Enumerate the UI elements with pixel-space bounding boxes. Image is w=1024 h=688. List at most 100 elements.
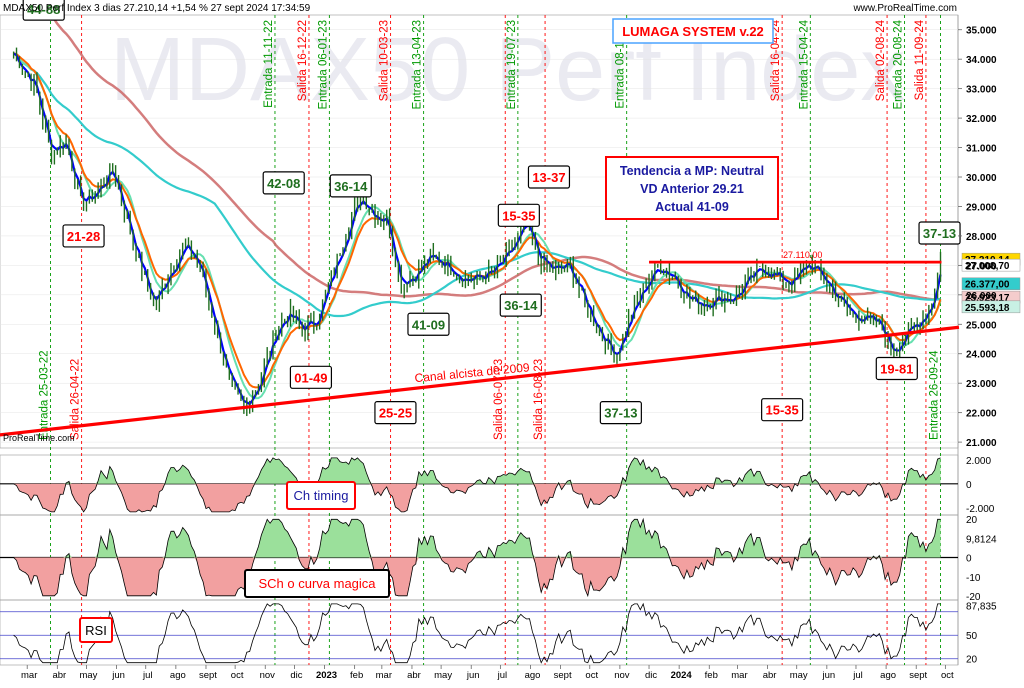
x-tick-label: sept (199, 670, 217, 681)
x-tick-label: mar (731, 670, 747, 681)
x-tick-label: jun (821, 670, 835, 681)
signal-score-label: 15-35 (766, 403, 799, 418)
y-tick-label: 23.000 (966, 379, 997, 390)
x-tick-label: jul (497, 670, 508, 681)
signal-label: Salida 16-12-22 (297, 20, 309, 101)
sch-label-box: SCh o curva magica (244, 569, 390, 598)
signal-score-box (62, 224, 105, 248)
info-line-3: Actual 41-09 (655, 200, 729, 214)
y-tick-label: 26.000 (966, 291, 997, 302)
signal-label: Salida 02-08-24 (875, 19, 887, 101)
prorealtime-logo: ProRealTime.com (3, 433, 75, 443)
sch-negative-area (13, 557, 941, 596)
signal-score-label: 01-49 (294, 370, 327, 385)
signal-score-box (497, 203, 540, 227)
sch-y-label: 9,8124 (966, 535, 997, 546)
info-line-1: Tendencia a MP: Neutral (620, 164, 764, 178)
ch-timing-positive-area (13, 457, 941, 484)
x-tick-label: ago (170, 670, 186, 681)
x-tick-label: abr (763, 670, 777, 681)
x-tick-label: may (434, 670, 452, 681)
signal-label: Entrada 06-01-23 (317, 20, 329, 110)
x-tick-label: ago (880, 670, 896, 681)
signal-score-box (761, 398, 804, 422)
resistance-label: 27.110,00 (783, 250, 822, 260)
signal-score-box (407, 312, 450, 336)
y-tick-label: 22.000 (966, 409, 997, 420)
rsi-label: RSI (85, 623, 107, 638)
sch-y-label: 0 (966, 554, 972, 565)
x-tick-label: ago (525, 670, 541, 681)
signal-score-label: 36-14 (504, 298, 538, 313)
sch-y-label: 20 (966, 515, 978, 526)
price-label: 27.008,70 (965, 261, 1010, 272)
signal-label: Entrada 26-09-24 (929, 350, 941, 440)
signal-label: Entrada 15-04-24 (798, 19, 810, 109)
signal-score-label: 37-13 (923, 226, 956, 241)
signal-label: Salida 11-09-24 (914, 19, 926, 100)
system-label: LUMAGA SYSTEM v.22 (622, 24, 764, 39)
y-tick-label: 33.000 (966, 85, 997, 96)
x-tick-label: oct (585, 670, 598, 681)
rsi-label-box: RSI (79, 617, 113, 643)
rsi-y-label: 50 (966, 631, 978, 642)
y-tick-label: 25.000 (966, 320, 997, 331)
x-tick-label: 2024 (671, 670, 693, 681)
signal-score-box (499, 293, 542, 317)
rsi-y-label: 20 (966, 655, 978, 666)
ma-long-line (42, 0, 941, 301)
signal-label: Entrada 19-07-23 (506, 20, 518, 110)
signal-label: Entrada 25-03-22 (39, 350, 51, 440)
signal-score-label: 42-08 (267, 176, 300, 191)
signal-score-box (875, 356, 918, 381)
signal-score-label: 44-88 (27, 2, 60, 17)
signal-score-label: 36-14 (334, 179, 368, 194)
y-tick-label: 27.000 (966, 261, 997, 272)
signal-score-label: 41-09 (412, 317, 445, 332)
x-tick-label: feb (350, 670, 363, 681)
ch-timing-y-label: 0 (966, 480, 972, 491)
signal-score-box (262, 171, 305, 195)
x-tick-label: jun (466, 670, 480, 681)
x-tick-label: dic (645, 670, 657, 681)
y-tick-label: 31.000 (966, 144, 997, 155)
x-tick-label: mar (21, 670, 37, 681)
sch-line (13, 517, 941, 598)
signal-label: Salida 16-08-23 (533, 359, 545, 440)
signal-score-label: 21-28 (67, 229, 100, 244)
rsi-line (13, 602, 941, 664)
x-tick-label: jul (142, 670, 153, 681)
signal-score-label: 25-25 (379, 406, 412, 421)
signal-score-box (918, 221, 961, 245)
x-tick-label: oct (231, 670, 244, 681)
x-tick-label: mar (376, 670, 392, 681)
y-tick-label: 28.000 (966, 232, 997, 243)
x-tick-label: jul (852, 670, 863, 681)
ch-timing-y-label: -2.000 (966, 504, 995, 515)
y-tick-label: 30.000 (966, 173, 997, 184)
signal-label: Entrada 13-04-23 (412, 20, 424, 110)
rsi-y-label: 87,835 (966, 602, 997, 613)
signal-score-box (329, 174, 372, 198)
signal-score-label: 19-81 (880, 361, 913, 376)
y-tick-label: 24.000 (966, 350, 997, 361)
x-tick-label: may (790, 670, 808, 681)
x-tick-label: abr (52, 670, 66, 681)
x-tick-label: dic (290, 670, 302, 681)
ch-timing-label: Ch timing (294, 488, 349, 503)
signal-score-box (22, 0, 65, 21)
signal-score-box (374, 401, 417, 425)
y-tick-label: 29.000 (966, 202, 997, 213)
x-tick-label: 2023 (316, 670, 337, 681)
x-tick-label: nov (614, 670, 630, 681)
x-tick-label: may (79, 670, 97, 681)
x-tick-label: abr (407, 670, 421, 681)
signal-score-box (599, 401, 642, 425)
signal-label: Salida 10-03-23 (379, 20, 391, 101)
sch-y-label: -20 (966, 592, 981, 603)
x-tick-label: sept (554, 670, 572, 681)
ch-timing-y-label: 2.000 (966, 456, 991, 467)
price-label: 25.923,17 (965, 293, 1010, 304)
